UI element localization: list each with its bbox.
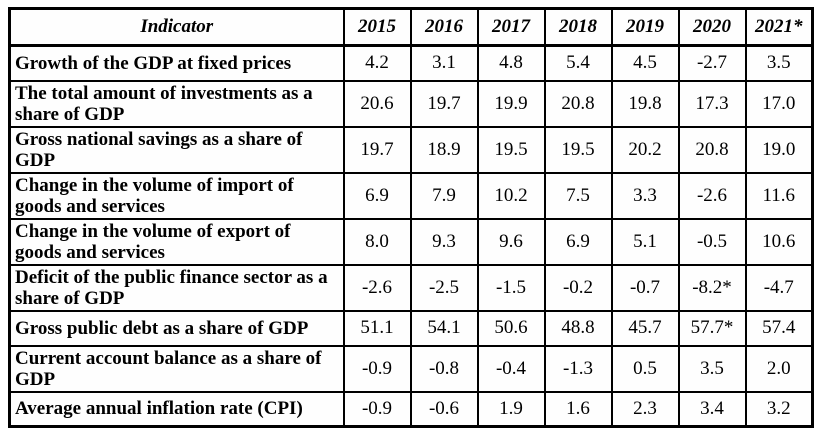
- value-cell: 1.6: [543, 390, 613, 428]
- value-cell: 45.7: [610, 309, 680, 347]
- value-cell: 4.5: [610, 44, 680, 82]
- value-cell: 20.8: [543, 79, 613, 128]
- value-cell: 3.3: [610, 171, 680, 220]
- value-cell: 10.2: [476, 171, 546, 220]
- indicator-cell: Change in the volume of export of goods …: [8, 217, 345, 266]
- value-cell: 5.4: [543, 44, 613, 82]
- value-cell: 19.0: [744, 125, 814, 174]
- table-row: Growth of the GDP at fixed prices 4.2 3.1 4…: [8, 44, 814, 82]
- value-cell: 3.1: [409, 44, 479, 82]
- value-cell: 20.8: [677, 125, 747, 174]
- value-cell: 51.1: [342, 309, 412, 347]
- value-cell: 3.4: [677, 390, 747, 428]
- table-row: Gross national savings as a share of GDP…: [8, 125, 814, 174]
- value-cell: -2.7: [677, 44, 747, 82]
- value-cell: -0.7: [610, 263, 680, 312]
- indicator-cell: The total amount of investments as a sha…: [8, 79, 345, 128]
- table-row: Change in the volume of import of goods …: [8, 171, 814, 220]
- value-cell: 20.6: [342, 79, 412, 128]
- value-cell: 18.9: [409, 125, 479, 174]
- table-row: Deficit of the public finance sector as …: [8, 263, 814, 312]
- year-header: 2019: [610, 7, 680, 47]
- indicator-cell: Gross national savings as a share of GDP: [8, 125, 345, 174]
- value-cell: -1.5: [476, 263, 546, 312]
- indicator-cell: Change in the volume of import of goods …: [8, 171, 345, 220]
- value-cell: 7.9: [409, 171, 479, 220]
- table-header: Indicator 2015 2016 2017 2018 2019 2020 2021*: [8, 7, 814, 47]
- value-cell: 11.6: [744, 171, 814, 220]
- value-cell: 54.1: [409, 309, 479, 347]
- year-header: 2021*: [744, 7, 814, 47]
- value-cell: 19.8: [610, 79, 680, 128]
- value-cell: 3.5: [744, 44, 814, 82]
- value-cell: 48.8: [543, 309, 613, 347]
- value-cell: 10.6: [744, 217, 814, 266]
- value-cell: 2.0: [744, 344, 814, 393]
- value-cell: 19.7: [409, 79, 479, 128]
- value-cell: 19.7: [342, 125, 412, 174]
- table-row: Current account balance as a share of GD…: [8, 344, 814, 393]
- value-cell: 2.3: [610, 390, 680, 428]
- value-cell: 6.9: [342, 171, 412, 220]
- table-row: Average annual inflation rate (CPI) -0.9-…: [8, 390, 814, 428]
- value-cell: -0.2: [543, 263, 613, 312]
- value-cell: -2.6: [342, 263, 412, 312]
- value-cell: 57.4: [744, 309, 814, 347]
- economic-indicators-table: Indicator 2015 2016 2017 2018 2019 2020 2021* …: [8, 7, 814, 428]
- value-cell: -0.9: [342, 344, 412, 393]
- indicator-cell: Average annual inflation rate (CPI): [8, 390, 345, 428]
- indicator-cell: Growth of the GDP at fixed prices: [8, 44, 345, 82]
- value-cell: 19.5: [543, 125, 613, 174]
- value-cell: 6.9: [543, 217, 613, 266]
- table-row: Gross public debt as a share of GDP 51.1 5…: [8, 309, 814, 347]
- indicator-column-header: Indicator: [8, 7, 345, 47]
- value-cell: 9.6: [476, 217, 546, 266]
- header-row: Indicator 2015 2016 2017 2018 2019 2020 2021*: [8, 7, 814, 47]
- indicator-cell: Deficit of the public finance sector as …: [8, 263, 345, 312]
- indicator-cell: Current account balance as a share of GD…: [8, 344, 345, 393]
- value-cell: 17.0: [744, 79, 814, 128]
- value-cell: -0.6: [409, 390, 479, 428]
- year-header: 2017: [476, 7, 546, 47]
- value-cell: -8.2*: [677, 263, 747, 312]
- value-cell: 50.6: [476, 309, 546, 347]
- value-cell: 57.7*: [677, 309, 747, 347]
- value-cell: 3.5: [677, 344, 747, 393]
- table-row: The total amount of investments as a sha…: [8, 79, 814, 128]
- value-cell: -1.3: [543, 344, 613, 393]
- year-header: 2015: [342, 7, 412, 47]
- value-cell: 17.3: [677, 79, 747, 128]
- value-cell: 8.0: [342, 217, 412, 266]
- value-cell: 7.5: [543, 171, 613, 220]
- value-cell: -2.5: [409, 263, 479, 312]
- table-body: Growth of the GDP at fixed prices 4.2 3.1 4…: [8, 44, 814, 428]
- year-header: 2016: [409, 7, 479, 47]
- table-row: Change in the volume of export of goods …: [8, 217, 814, 266]
- value-cell: 1.9: [476, 390, 546, 428]
- value-cell: 19.5: [476, 125, 546, 174]
- value-cell: 3.2: [744, 390, 814, 428]
- value-cell: -2.6: [677, 171, 747, 220]
- value-cell: -0.4: [476, 344, 546, 393]
- value-cell: -0.5: [677, 217, 747, 266]
- value-cell: 4.8: [476, 44, 546, 82]
- value-cell: 0.5: [610, 344, 680, 393]
- value-cell: 9.3: [409, 217, 479, 266]
- value-cell: 20.2: [610, 125, 680, 174]
- value-cell: -0.9: [342, 390, 412, 428]
- value-cell: -0.8: [409, 344, 479, 393]
- value-cell: 19.9: [476, 79, 546, 128]
- year-header: 2018: [543, 7, 613, 47]
- year-header: 2020: [677, 7, 747, 47]
- value-cell: 5.1: [610, 217, 680, 266]
- value-cell: -4.7: [744, 263, 814, 312]
- indicator-cell: Gross public debt as a share of GDP: [8, 309, 345, 347]
- value-cell: 4.2: [342, 44, 412, 82]
